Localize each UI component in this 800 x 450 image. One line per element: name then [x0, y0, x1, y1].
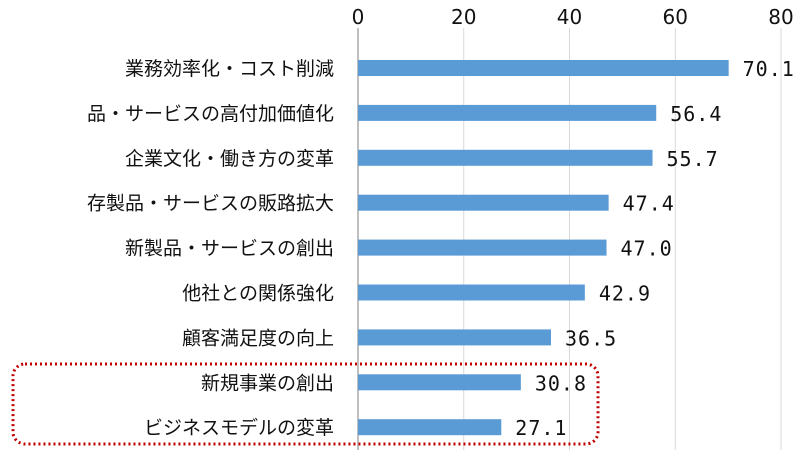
- x-tick-label: 80: [768, 5, 793, 29]
- category-label: 顧客満足度の向上: [182, 327, 334, 349]
- bar: [358, 419, 502, 436]
- category-label: 品・サービスの高付加価値化: [87, 103, 334, 125]
- data-label: 42.9: [599, 282, 651, 306]
- data-label: 27.1: [515, 416, 567, 440]
- category-label: 存製品・サービスの販路拡大: [87, 193, 334, 215]
- x-tick-label: 0: [352, 5, 365, 29]
- bar: [358, 374, 521, 391]
- highlight-box: [11, 362, 600, 446]
- value-labels: 70.1 56.4 55.7 47.4 47.0 42.9 36.5 30.8 27.1: [515, 57, 795, 440]
- bar: [358, 149, 653, 166]
- data-label: 55.7: [667, 147, 719, 171]
- data-label: 47.4: [623, 192, 675, 216]
- category-labels: 業務効率化・コスト削減品・サービスの高付加価値化企業文化・働き方の変革存製品・サ…: [87, 58, 334, 439]
- bar: [358, 104, 657, 121]
- bar: [358, 60, 729, 76]
- data-label: 30.8: [535, 371, 587, 395]
- bars: [358, 60, 729, 436]
- x-axis-ticks: 0 20 40 60 80: [352, 5, 794, 29]
- category-label: 他社との関係強化: [182, 283, 334, 305]
- data-label: 56.4: [670, 102, 722, 126]
- category-label: 新製品・サービスの創出: [125, 238, 334, 260]
- data-label: 36.5: [565, 326, 617, 350]
- category-label: 新規事業の創出: [201, 372, 334, 394]
- bar: [358, 194, 609, 211]
- data-label: 70.1: [743, 57, 795, 81]
- x-tick-label: 20: [451, 5, 476, 29]
- category-label: ビジネスモデルの変革: [144, 417, 334, 439]
- bar: [358, 284, 585, 301]
- category-label: 企業文化・働き方の変革: [125, 148, 334, 170]
- category-label: 業務効率化・コスト削減: [125, 58, 334, 80]
- x-tick-label: 40: [557, 5, 582, 29]
- data-label: 47.0: [621, 237, 673, 261]
- bar: [358, 329, 551, 346]
- bar: [358, 239, 607, 256]
- x-tick-label: 60: [663, 5, 688, 29]
